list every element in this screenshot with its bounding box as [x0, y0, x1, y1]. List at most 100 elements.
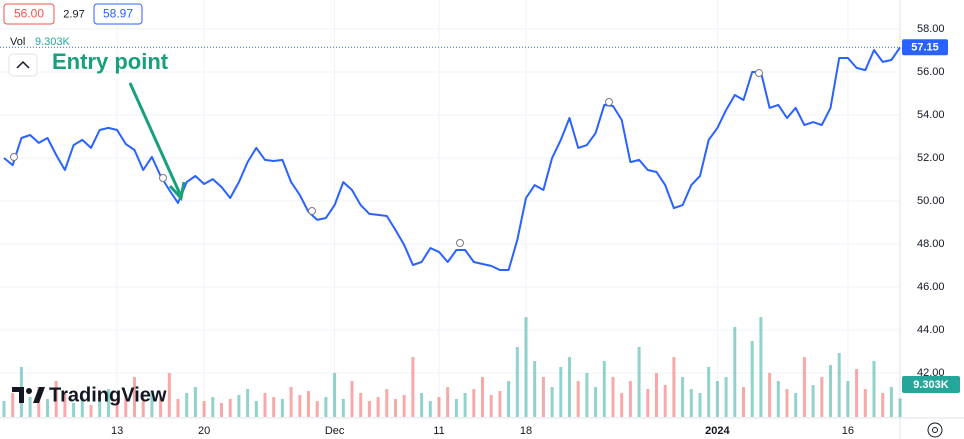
volume-bar	[568, 357, 571, 417]
volume-bar	[820, 377, 824, 417]
volume-bar	[420, 393, 424, 417]
volume-bar	[881, 393, 885, 417]
volume-bar	[80, 397, 84, 417]
chevron-icon	[16, 60, 30, 69]
volume-label: Vol	[10, 36, 25, 48]
volume-bar	[750, 341, 754, 417]
volume-bar	[724, 377, 728, 417]
y-tick-label: 42.00	[917, 367, 945, 379]
volume-tag-label: 9.303K	[913, 379, 949, 391]
x-tick-label: 2024	[705, 425, 730, 437]
volume-bar	[411, 357, 415, 417]
volume-bar	[715, 381, 719, 417]
volume-bar	[481, 377, 484, 417]
collapse-button[interactable]	[8, 53, 38, 77]
volume-bar	[837, 353, 841, 417]
volume-bar	[202, 401, 206, 417]
volume-bar	[211, 397, 215, 417]
volume-bar	[541, 377, 545, 417]
volume-bar	[72, 403, 76, 417]
high-value: 58.97	[103, 7, 133, 21]
volume-bar	[585, 373, 589, 417]
y-tick-label: 58.00	[917, 23, 945, 35]
volume-bar	[106, 389, 110, 417]
volume-bar	[63, 393, 67, 417]
volume-bar	[663, 385, 667, 417]
volume-bar	[89, 405, 93, 417]
volume-bar	[550, 387, 554, 417]
change-value: 2.97	[63, 8, 84, 20]
volume-bar	[507, 381, 511, 417]
volume-bar	[463, 393, 467, 417]
volume-bar	[185, 393, 189, 417]
volume-bar	[829, 365, 832, 417]
volume-bar	[167, 373, 171, 417]
volume-bar	[159, 397, 163, 417]
volume-bar	[298, 395, 302, 417]
volume-bar	[280, 399, 284, 417]
volume-bar	[742, 387, 745, 417]
volume-bar	[272, 397, 276, 417]
x-tick-label: 18	[520, 425, 532, 437]
volume-bar	[394, 399, 397, 417]
volume-bar	[350, 381, 354, 417]
volume-bar	[385, 389, 389, 417]
volume-bar	[611, 377, 615, 417]
settings-button[interactable]	[927, 422, 943, 438]
volume-bar	[46, 399, 49, 417]
volume-bar	[124, 395, 128, 417]
volume-bar	[689, 389, 693, 417]
volume-bar	[289, 387, 293, 417]
volume-value: 9.303K	[35, 36, 71, 48]
volume-bar	[472, 389, 476, 417]
volume-bar	[133, 377, 136, 417]
volume-bar	[855, 369, 859, 417]
x-tick-label: 13	[111, 425, 123, 437]
volume-bar	[324, 397, 328, 417]
volume-bar	[367, 401, 371, 417]
volume-bar	[176, 399, 180, 417]
volume-bar	[376, 397, 380, 417]
volume-bar	[559, 367, 563, 417]
volume-bar	[620, 393, 624, 417]
volume-bar	[733, 327, 737, 417]
volume-bar	[681, 377, 685, 417]
volume-bar	[628, 381, 632, 417]
volume-bar	[115, 399, 119, 417]
volume-bar	[141, 401, 145, 417]
arrow-head	[168, 181, 186, 202]
volume-bar	[776, 381, 780, 417]
volume-bar	[785, 389, 789, 417]
y-tick-label: 44.00	[917, 324, 945, 336]
volume-bar	[759, 317, 763, 417]
x-tick-label: 11	[433, 425, 444, 437]
volume-bar	[498, 391, 502, 417]
volume-bar	[872, 361, 876, 417]
volume-bar	[11, 393, 15, 417]
volume-bar	[533, 361, 537, 417]
last-price-label: 57.15	[911, 42, 939, 54]
volume-bar	[54, 381, 58, 417]
volume-bar	[698, 393, 702, 417]
watermark: TradingView	[49, 384, 167, 406]
volume-bar	[489, 395, 493, 417]
volume-bar	[359, 393, 363, 417]
price-line	[3, 46, 901, 271]
volume-bar	[863, 389, 867, 417]
volume-bar	[341, 399, 345, 417]
volume-bar	[315, 401, 319, 417]
y-tick-label: 52.00	[917, 152, 945, 164]
volume-bar	[898, 398, 902, 417]
volume-bar	[150, 391, 154, 417]
volume-bar	[524, 317, 528, 417]
logo	[12, 387, 45, 403]
y-tick-label: 46.00	[917, 281, 945, 293]
volume-bar	[437, 397, 441, 417]
volume-bar	[454, 399, 458, 417]
y-tick-label: 48.00	[917, 238, 945, 250]
volume-bar	[2, 401, 6, 417]
event-markers	[10, 69, 763, 247]
volume-bar	[707, 367, 711, 417]
volume-bar	[576, 381, 580, 417]
